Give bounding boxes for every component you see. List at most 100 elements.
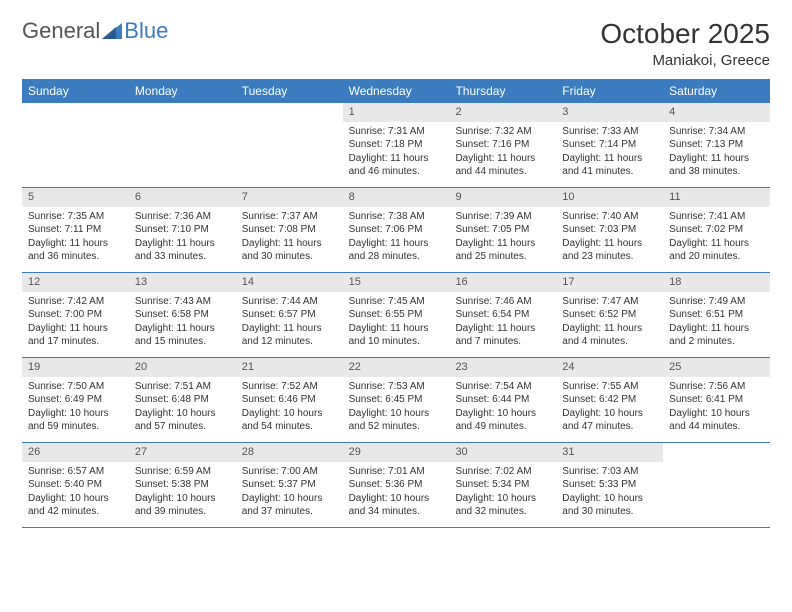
day-cell [22,103,129,187]
day-number: 3 [556,103,663,122]
day-number: 4 [663,103,770,122]
logo-triangle-icon [102,23,122,39]
day-cell: 28Sunrise: 7:00 AMSunset: 5:37 PMDayligh… [236,443,343,527]
sunrise-text: Sunrise: 7:50 AM [28,380,123,394]
day-header-wed: Wednesday [343,79,450,103]
daylight-text: Daylight: 11 hours and 7 minutes. [455,322,550,349]
sunrise-text: Sunrise: 7:35 AM [28,210,123,224]
day-number: 9 [449,188,556,207]
day-number: 25 [663,358,770,377]
sunrise-text: Sunrise: 7:55 AM [562,380,657,394]
daylight-text: Daylight: 10 hours and 37 minutes. [242,492,337,519]
day-number: 1 [343,103,450,122]
sunrise-text: Sunrise: 7:32 AM [455,125,550,139]
daylight-text: Daylight: 11 hours and 46 minutes. [349,152,444,179]
day-info: Sunrise: 7:56 AMSunset: 6:41 PMDaylight:… [663,377,770,438]
daylight-text: Daylight: 10 hours and 42 minutes. [28,492,123,519]
daylight-text: Daylight: 11 hours and 2 minutes. [669,322,764,349]
day-cell: 24Sunrise: 7:55 AMSunset: 6:42 PMDayligh… [556,358,663,442]
daylight-text: Daylight: 11 hours and 4 minutes. [562,322,657,349]
day-header-tue: Tuesday [236,79,343,103]
sunrise-text: Sunrise: 7:02 AM [455,465,550,479]
day-number [236,103,343,107]
day-number: 30 [449,443,556,462]
day-cell [236,103,343,187]
day-number: 7 [236,188,343,207]
daylight-text: Daylight: 10 hours and 57 minutes. [135,407,230,434]
sunrise-text: Sunrise: 7:36 AM [135,210,230,224]
day-info: Sunrise: 7:01 AMSunset: 5:36 PMDaylight:… [343,462,450,523]
sunset-text: Sunset: 6:54 PM [455,308,550,322]
sunset-text: Sunset: 6:49 PM [28,393,123,407]
day-cell [129,103,236,187]
sunrise-text: Sunrise: 7:03 AM [562,465,657,479]
week-row: 19Sunrise: 7:50 AMSunset: 6:49 PMDayligh… [22,358,770,443]
day-cell: 19Sunrise: 7:50 AMSunset: 6:49 PMDayligh… [22,358,129,442]
sunrise-text: Sunrise: 7:54 AM [455,380,550,394]
daylight-text: Daylight: 11 hours and 30 minutes. [242,237,337,264]
sunset-text: Sunset: 7:06 PM [349,223,444,237]
day-cell: 25Sunrise: 7:56 AMSunset: 6:41 PMDayligh… [663,358,770,442]
sunset-text: Sunset: 5:33 PM [562,478,657,492]
day-info: Sunrise: 7:55 AMSunset: 6:42 PMDaylight:… [556,377,663,438]
logo-text-2: Blue [124,18,168,44]
daylight-text: Daylight: 11 hours and 12 minutes. [242,322,337,349]
day-cell: 31Sunrise: 7:03 AMSunset: 5:33 PMDayligh… [556,443,663,527]
day-info: Sunrise: 7:43 AMSunset: 6:58 PMDaylight:… [129,292,236,353]
day-number: 24 [556,358,663,377]
week-row: 26Sunrise: 6:57 AMSunset: 5:40 PMDayligh… [22,443,770,528]
sunrise-text: Sunrise: 6:57 AM [28,465,123,479]
day-number: 14 [236,273,343,292]
day-number: 2 [449,103,556,122]
daylight-text: Daylight: 11 hours and 23 minutes. [562,237,657,264]
day-number: 28 [236,443,343,462]
daylight-text: Daylight: 10 hours and 52 minutes. [349,407,444,434]
logo: General Blue [22,18,168,44]
sunset-text: Sunset: 6:46 PM [242,393,337,407]
sunset-text: Sunset: 6:41 PM [669,393,764,407]
day-info: Sunrise: 7:36 AMSunset: 7:10 PMDaylight:… [129,207,236,268]
sunset-text: Sunset: 6:45 PM [349,393,444,407]
day-number: 16 [449,273,556,292]
day-cell: 10Sunrise: 7:40 AMSunset: 7:03 PMDayligh… [556,188,663,272]
day-cell: 2Sunrise: 7:32 AMSunset: 7:16 PMDaylight… [449,103,556,187]
day-info: Sunrise: 7:38 AMSunset: 7:06 PMDaylight:… [343,207,450,268]
sunrise-text: Sunrise: 7:39 AM [455,210,550,224]
day-info: Sunrise: 7:45 AMSunset: 6:55 PMDaylight:… [343,292,450,353]
day-info: Sunrise: 7:47 AMSunset: 6:52 PMDaylight:… [556,292,663,353]
day-number [129,103,236,107]
daylight-text: Daylight: 11 hours and 41 minutes. [562,152,657,179]
daylight-text: Daylight: 11 hours and 36 minutes. [28,237,123,264]
day-cell: 6Sunrise: 7:36 AMSunset: 7:10 PMDaylight… [129,188,236,272]
sunset-text: Sunset: 6:44 PM [455,393,550,407]
day-number: 8 [343,188,450,207]
daylight-text: Daylight: 11 hours and 10 minutes. [349,322,444,349]
day-number: 23 [449,358,556,377]
day-info: Sunrise: 7:00 AMSunset: 5:37 PMDaylight:… [236,462,343,523]
day-cell: 29Sunrise: 7:01 AMSunset: 5:36 PMDayligh… [343,443,450,527]
sunset-text: Sunset: 7:10 PM [135,223,230,237]
sunrise-text: Sunrise: 7:37 AM [242,210,337,224]
sunrise-text: Sunrise: 7:40 AM [562,210,657,224]
daylight-text: Daylight: 11 hours and 15 minutes. [135,322,230,349]
daylight-text: Daylight: 11 hours and 17 minutes. [28,322,123,349]
sunset-text: Sunset: 6:51 PM [669,308,764,322]
day-cell: 12Sunrise: 7:42 AMSunset: 7:00 PMDayligh… [22,273,129,357]
day-info: Sunrise: 7:41 AMSunset: 7:02 PMDaylight:… [663,207,770,268]
sunset-text: Sunset: 7:13 PM [669,138,764,152]
day-header-sat: Saturday [663,79,770,103]
day-info: Sunrise: 6:59 AMSunset: 5:38 PMDaylight:… [129,462,236,523]
sunset-text: Sunset: 5:40 PM [28,478,123,492]
day-header-thu: Thursday [449,79,556,103]
day-info: Sunrise: 7:02 AMSunset: 5:34 PMDaylight:… [449,462,556,523]
day-cell: 1Sunrise: 7:31 AMSunset: 7:18 PMDaylight… [343,103,450,187]
day-header-fri: Friday [556,79,663,103]
calendar: Sunday Monday Tuesday Wednesday Thursday… [22,79,770,528]
day-info: Sunrise: 7:50 AMSunset: 6:49 PMDaylight:… [22,377,129,438]
location: Maniakoi, Greece [600,52,770,69]
sunset-text: Sunset: 7:18 PM [349,138,444,152]
daylight-text: Daylight: 11 hours and 20 minutes. [669,237,764,264]
daylight-text: Daylight: 10 hours and 54 minutes. [242,407,337,434]
day-number: 18 [663,273,770,292]
day-info: Sunrise: 7:31 AMSunset: 7:18 PMDaylight:… [343,122,450,183]
